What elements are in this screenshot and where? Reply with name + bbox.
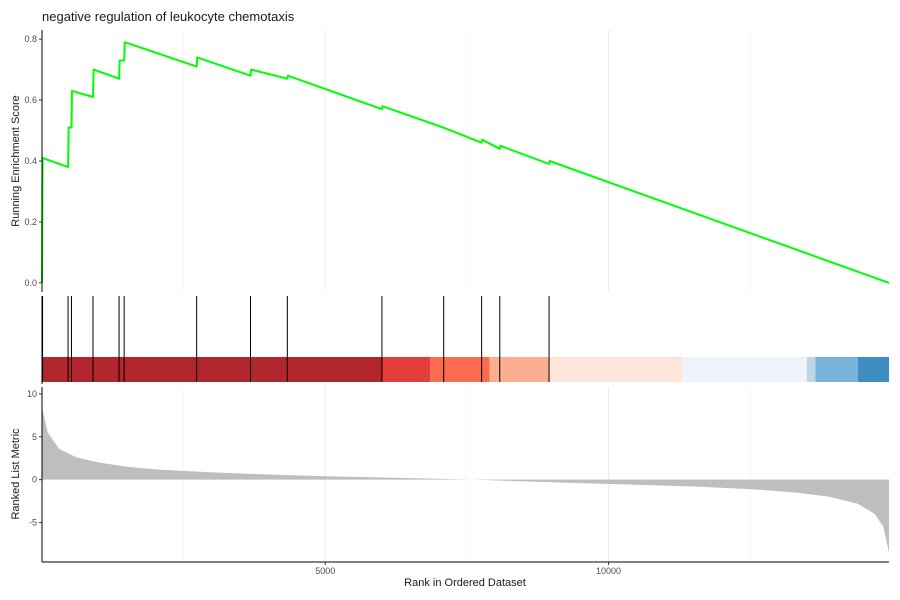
enrichment-y-axis-title: Running Enrichment Score [10,95,22,226]
ranked-y-ticks: -5 0 5 10 [27,389,42,528]
enrichment-y-ticks: 0.0 0.2 0.4 0.6 0.8 [24,34,42,288]
gene-hit-marks [42,296,550,382]
enrichment-y-tick-label-4: 0.8 [24,34,37,44]
x-axis-title: Rank in Ordered Dataset [404,577,526,589]
rank-band-6 [806,357,816,382]
rank-band-1 [381,357,431,382]
ranked-y-tick-label-3: 10 [27,389,37,399]
x-tick-label-1: 10000 [596,566,621,576]
ranked-y-tick-label-1: 0 [32,475,37,485]
enrichment-y-tick-label-2: 0.4 [24,156,37,166]
rank-band-7 [815,357,858,382]
x-ticks: 5000 10000 [315,562,621,576]
enrichment-panel: 0.0 0.2 0.4 0.6 0.8 Running Enrichment Score [10,30,890,292]
enrichment-y-tick-label-1: 0.2 [24,217,37,227]
chart-title: negative regulation of leukocyte chemota… [42,9,295,24]
rank-band-8 [857,357,889,382]
rank-band-4 [549,357,683,382]
rank-band-2 [430,357,490,382]
rank-color-bands [42,357,889,382]
rank-band-3 [489,357,550,382]
ranked-y-tick-label-0: -5 [29,518,37,528]
ranked-gridlines [183,387,751,562]
hits-panel [41,296,889,384]
ranked-y-tick-label-2: 5 [32,432,37,442]
running-enrichment-score-line [41,41,890,284]
enrichment-y-tick-label-3: 0.6 [24,95,37,105]
enrichment-gridlines [183,30,751,292]
ranked-metric-area [42,406,889,553]
x-tick-label-0: 5000 [315,566,335,576]
ranked-y-axis-title: Ranked List Metric [10,428,22,520]
enrichment-y-tick-label-0: 0.0 [24,278,37,288]
rank-band-0 [42,357,382,382]
rank-band-5 [682,357,807,382]
ranked-panel: -5 0 5 10 5000 10000 Ranked List Metric Rank… [10,387,889,589]
